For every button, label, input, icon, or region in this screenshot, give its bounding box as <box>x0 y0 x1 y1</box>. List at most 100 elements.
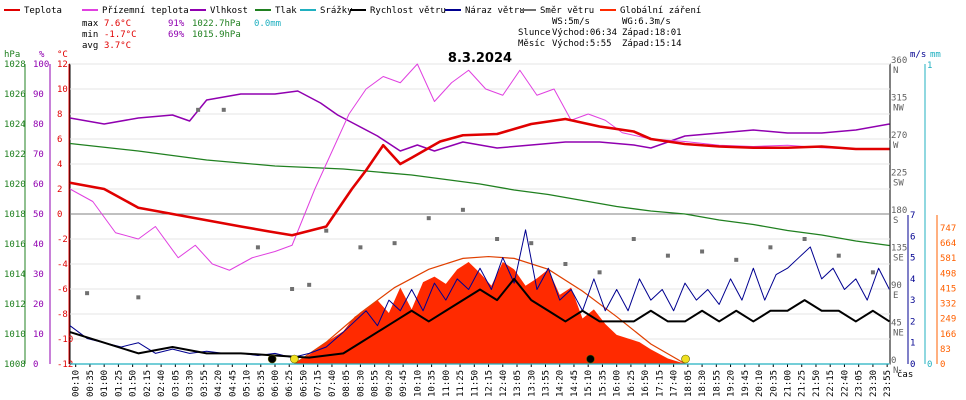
time-tick: 03:55 <box>200 370 210 397</box>
wind-direction-point <box>665 253 670 258</box>
humidity-line <box>69 90 890 152</box>
wind-direction-point <box>870 270 875 275</box>
x-axis-label: čas <box>897 369 913 380</box>
wind-direction-point <box>563 262 568 266</box>
wind-direction-point <box>85 291 90 296</box>
stats-moon-label: Měsíc <box>518 39 545 49</box>
temperature-tick: -6 <box>57 285 68 295</box>
time-tick: 14:45 <box>570 370 580 397</box>
time-tick: 21:50 <box>812 370 822 397</box>
radiation-tick: 415 <box>940 284 956 294</box>
temperature-tick: -4 <box>57 260 68 270</box>
humidity-tick: 40 <box>33 240 44 250</box>
stats-temperature: 7.6°C <box>104 19 131 29</box>
temperature-tick: 2 <box>57 185 62 195</box>
wind-tick: 5 <box>910 254 915 264</box>
stats-sunset: Západ:18:01 <box>622 28 682 38</box>
wind-direction-point <box>495 237 500 241</box>
wind-direction-point <box>392 241 397 246</box>
wind-direction-point <box>836 253 841 258</box>
time-tick: 16:00 <box>613 370 623 397</box>
temperature-tick: 12 <box>57 60 68 70</box>
direction-tick-label: NE <box>893 329 904 339</box>
stats-pressure: 1015.9hPa <box>192 30 241 40</box>
humidity-tick: 70 <box>33 150 44 160</box>
stats-row-label: min <box>82 30 98 40</box>
temperature-tick: -10 <box>57 335 73 345</box>
time-tick: 17:40 <box>670 370 680 397</box>
direction-tick: 360 <box>891 56 907 66</box>
legend-label: Směr větru <box>540 6 594 16</box>
wind-direction-point <box>529 241 534 246</box>
legend-label: Přízemní teplota <box>102 6 189 16</box>
time-tick: 11:00 <box>442 370 452 397</box>
stats-row-label: avg <box>82 41 98 51</box>
wind-tick: 4 <box>910 275 915 285</box>
sunrise-marker <box>290 354 299 364</box>
radiation-tick: 0 <box>940 360 945 370</box>
time-tick: 23:55 <box>883 370 893 397</box>
time-tick: 08:05 <box>342 370 352 397</box>
humidity-tick: 60 <box>33 180 44 190</box>
humidity-tick: 20 <box>33 300 44 310</box>
temperature-tick: 10 <box>57 85 68 95</box>
time-tick: 13:05 <box>513 370 523 397</box>
pressure-line <box>69 142 890 247</box>
legend-label: Vlhkost <box>210 6 248 16</box>
humidity-tick: 90 <box>33 90 44 100</box>
pressure-tick: 1014 <box>4 270 26 280</box>
radiation-tick: 747 <box>940 224 956 234</box>
time-tick: 10:35 <box>428 370 438 397</box>
stats-pressure: 1022.7hPa <box>192 19 241 29</box>
time-tick: 09:20 <box>385 370 395 397</box>
temperature-tick: 6 <box>57 135 62 145</box>
legend-label: Globální záření <box>620 6 701 16</box>
direction-tick-label: SW <box>893 179 904 189</box>
time-tick: 18:30 <box>698 370 708 397</box>
time-tick: 12:15 <box>485 370 495 397</box>
temperature-tick: -12 <box>57 360 73 370</box>
wind-direction-point <box>290 287 295 291</box>
stats-ws: WS:5m/s <box>552 17 590 27</box>
stats-moonset: Západ:15:14 <box>622 39 682 49</box>
humidity-tick: 30 <box>33 270 44 280</box>
pressure-tick: 1008 <box>4 360 26 370</box>
wind-unit: m/s <box>910 50 926 60</box>
stats-moonrise: Východ:5:55 <box>552 39 612 49</box>
time-tick: 05:35 <box>257 370 267 397</box>
time-tick: 08:55 <box>371 370 381 397</box>
time-tick: 16:25 <box>627 370 637 397</box>
direction-tick-label: W <box>893 141 899 151</box>
time-tick: 07:15 <box>314 370 324 397</box>
direction-tick: 225 <box>891 169 907 179</box>
wind-direction-point <box>324 228 329 233</box>
time-tick: 23:30 <box>869 370 879 397</box>
time-tick: 11:25 <box>456 370 466 397</box>
direction-tick-label: S <box>893 216 898 226</box>
temperature-tick: 8 <box>57 110 62 120</box>
time-tick: 08:30 <box>356 370 366 397</box>
time-tick: 04:20 <box>214 370 224 397</box>
time-tick: 22:15 <box>826 370 836 397</box>
pressure-tick: 1016 <box>4 240 26 250</box>
time-tick: 15:10 <box>584 370 594 397</box>
time-tick: 02:15 <box>143 370 153 397</box>
time-tick: 19:45 <box>741 370 751 397</box>
radiation-tick: 498 <box>940 269 956 279</box>
time-tick: 20:10 <box>755 370 765 397</box>
time-tick: 00:10 <box>72 370 82 397</box>
time-tick: 06:50 <box>299 370 309 397</box>
direction-tick-label: N <box>893 66 898 76</box>
radiation-tick: 166 <box>940 330 956 340</box>
wind-direction-point <box>734 257 739 262</box>
pressure-tick: 1024 <box>4 120 26 130</box>
legend-label: Náraz větru <box>465 6 525 16</box>
legend-label: Teplota <box>24 6 62 16</box>
direction-tick: 45 <box>891 319 902 329</box>
temperature-tick: -2 <box>57 235 68 245</box>
time-tick: 13:55 <box>541 370 551 397</box>
radiation-tick: 83 <box>940 345 951 355</box>
stats-sun-label: Slunce <box>518 28 551 38</box>
